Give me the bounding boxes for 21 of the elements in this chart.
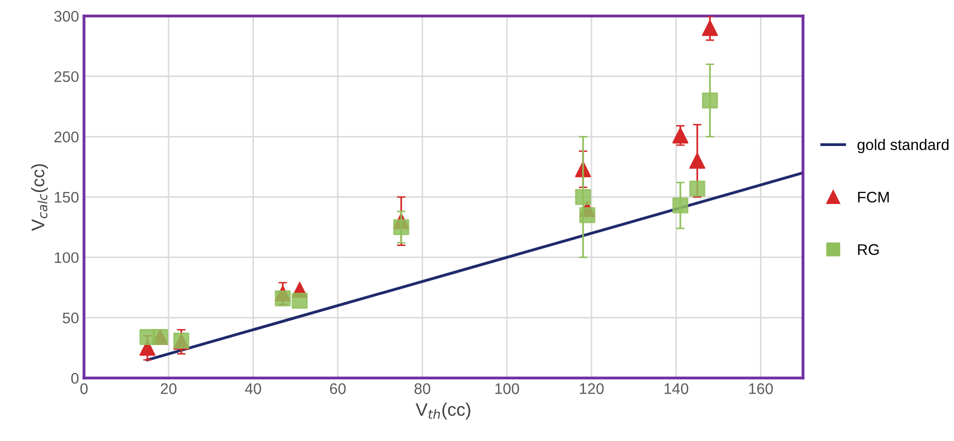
y-tick-label: 300 (54, 10, 79, 22)
y-tick-label: 150 (54, 192, 79, 203)
y-tick-label: 200 (54, 132, 79, 142)
y-tick-label: 250 (54, 71, 79, 82)
y-tick-label: 0 (71, 372, 79, 384)
x-tick-label: 120 (580, 383, 604, 394)
x-axis-title: V$_{th}$(cc) (416, 402, 470, 420)
x-tick-label: 80 (414, 383, 430, 394)
legend-label: RG (858, 244, 879, 255)
y-tick-label: 100 (54, 252, 79, 264)
x-tick-label: 140 (664, 383, 688, 394)
x-tick-label: 100 (495, 383, 520, 394)
legend-label: FCM (858, 192, 889, 203)
y-tick-label: 50 (62, 312, 79, 324)
x-tick-label: 60 (330, 383, 346, 394)
x-tick-label: 40 (245, 383, 262, 394)
x-tick-label: 20 (160, 383, 176, 394)
x-tick-label: 0 (80, 383, 88, 394)
y-axis-title: V$_{calc}$(cc) (31, 164, 48, 231)
x-tick-label: 160 (749, 383, 773, 394)
legend-label: gold standard (858, 138, 948, 154)
